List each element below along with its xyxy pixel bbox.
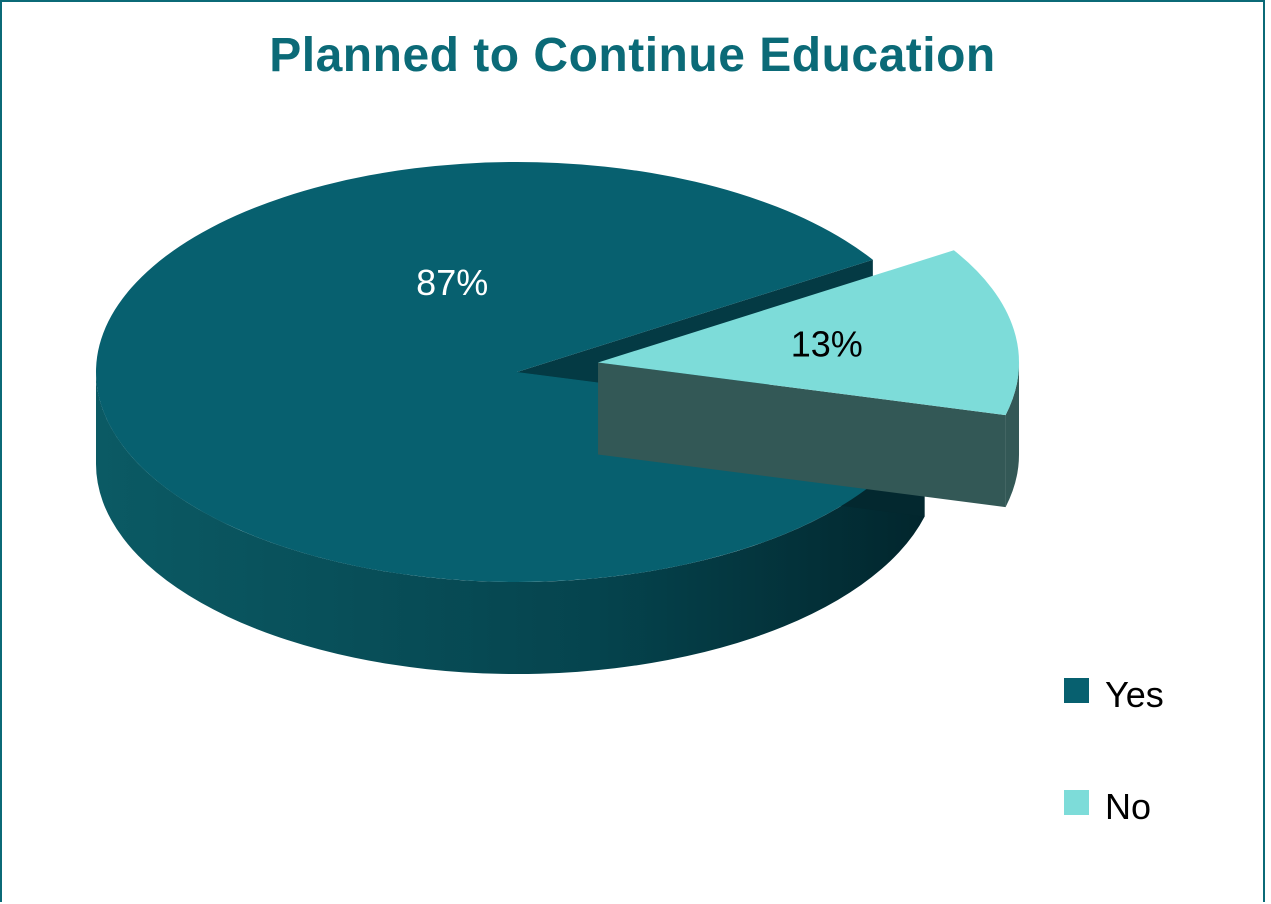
slice-yes [95,162,925,583]
data-label-no: 13% [791,324,863,365]
slice-yes-side [95,372,925,675]
slice-no-wall [598,362,1006,508]
legend-label-yes: Yes [1105,674,1164,715]
pie-labels: 87% 13% [416,262,863,364]
chart-title: Planned to Continue Education [269,29,996,82]
pie-slices [95,162,1020,675]
slice-no [598,250,1020,416]
slice-no-side [1005,362,1020,508]
legend-swatch-yes [1064,678,1089,703]
legend-swatch-no [1064,790,1089,815]
data-label-yes: 87% [416,262,488,303]
legend-label-no: No [1105,786,1151,827]
legend: Yes No [1064,674,1164,827]
